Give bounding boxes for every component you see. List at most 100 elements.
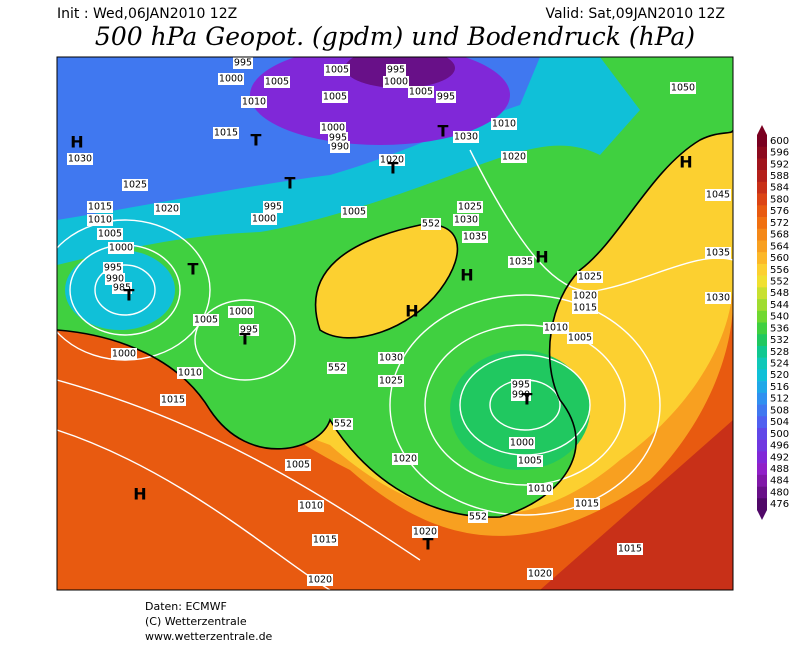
isobar-label: 1015 [88, 202, 112, 213]
isobar-label: 1005 [265, 77, 289, 88]
label-box [572, 290, 598, 302]
colorbar-arrow [757, 125, 767, 135]
label-box [462, 231, 488, 243]
isobar-label: 995 [240, 325, 258, 336]
isobar-label: 1030 [379, 353, 403, 364]
colorbar-swatch [757, 135, 767, 148]
pressure-system: H [133, 485, 146, 504]
pressure-system: H [460, 266, 473, 285]
isobar-label: 995 [329, 133, 347, 144]
pressure-system: T [188, 260, 199, 279]
colorbar-swatch [757, 427, 767, 440]
valid-time: Valid: Sat,09JAN2010 12Z [545, 6, 725, 22]
pressure-system: T [124, 286, 135, 305]
label-box [264, 76, 290, 88]
isobar-label: 1005 [98, 229, 122, 240]
colorbar-label: 524 [770, 359, 789, 370]
colorbar-label: 520 [770, 370, 789, 381]
label-box [421, 218, 441, 230]
label-box [333, 418, 353, 430]
label-box [177, 367, 203, 379]
isobar-label: 990 [331, 142, 349, 153]
isobar-label: 1005 [568, 333, 592, 344]
height-contour-label: 552 [334, 419, 352, 430]
label-box [392, 453, 418, 465]
pressure-system: T [388, 159, 399, 178]
isobar-label: 1035 [509, 257, 533, 268]
label-box [263, 201, 283, 213]
label-box [567, 332, 593, 344]
label-box [122, 179, 148, 191]
colorbar-label: 488 [770, 464, 789, 475]
isobar-label: 1010 [528, 484, 552, 495]
pressure-system: T [251, 131, 262, 150]
colorbar-label: 588 [770, 171, 789, 182]
isobar-label: 1000 [384, 77, 408, 88]
label-box [108, 242, 134, 254]
label-box [386, 64, 406, 76]
colorbar-arrow [757, 510, 767, 520]
colorbar-swatch [757, 369, 767, 382]
isobar-label: 1005 [286, 460, 310, 471]
pressure-system: H [535, 248, 548, 267]
isobar-label: 1015 [214, 128, 238, 139]
colorbar-swatch [757, 334, 767, 347]
label-box [412, 526, 438, 538]
colorbar-label: 528 [770, 347, 789, 358]
colorbar-label: 576 [770, 206, 789, 217]
isobar-label: 1050 [671, 83, 695, 94]
label-box [509, 437, 535, 449]
colorbar-swatch [757, 474, 767, 487]
label-box [251, 213, 277, 225]
isobar-label: 1005 [194, 315, 218, 326]
label-box [298, 500, 324, 512]
isobar-label: 1010 [178, 368, 202, 379]
label-box [103, 262, 123, 274]
label-box [193, 314, 219, 326]
colorbar-swatch [757, 416, 767, 429]
colorbar-swatch [757, 181, 767, 194]
pressure-system: T [240, 330, 251, 349]
colorbar-swatch [757, 287, 767, 300]
isobar-label: 990 [512, 390, 530, 401]
label-box [233, 57, 253, 69]
pressure-system: H [679, 153, 692, 172]
label-box [511, 389, 531, 401]
isobar-label: 1000 [252, 214, 276, 225]
isobar-label: 1025 [123, 180, 147, 191]
isobar-label: 1005 [323, 92, 347, 103]
label-box [322, 91, 348, 103]
isobar-label: 1020 [502, 152, 526, 163]
label-box [285, 459, 311, 471]
label-box [457, 201, 483, 213]
height-contour-label: 552 [422, 219, 440, 230]
colorbar-label: 552 [770, 276, 789, 287]
colorbar-swatch [757, 275, 767, 288]
isobar-label: 1035 [706, 248, 730, 259]
colorbar-swatch [757, 193, 767, 206]
isobar-label: 1005 [409, 87, 433, 98]
label-box [383, 76, 409, 88]
isobar-label: 1005 [325, 65, 349, 76]
pressure-system: T [522, 390, 533, 409]
label-box [670, 82, 696, 94]
label-box [330, 141, 350, 153]
isobar-label: 1025 [379, 376, 403, 387]
isobar-label: 1005 [342, 207, 366, 218]
isobar-label: 1000 [219, 74, 243, 85]
label-box [379, 154, 405, 166]
colorbar-swatch [757, 263, 767, 276]
label-box [468, 511, 488, 523]
label-box [213, 127, 239, 139]
label-box [408, 86, 434, 98]
label-box [87, 214, 113, 226]
colorbar-swatch [757, 392, 767, 405]
footer-line: (C) Wetterzentrale [145, 615, 247, 628]
label-box [453, 131, 479, 143]
isobar-label: 1030 [454, 215, 478, 226]
label-box [87, 201, 113, 213]
colorbar-swatch [757, 217, 767, 230]
label-box [97, 228, 123, 240]
pressure-system: H [405, 302, 418, 321]
